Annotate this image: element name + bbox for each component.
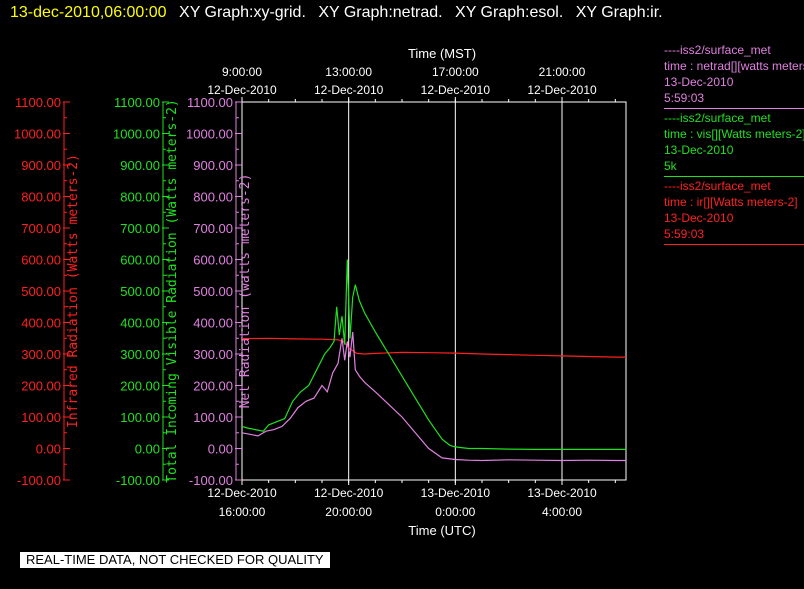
top-tick-time: 21:00:00: [539, 65, 586, 79]
netrad-tick-label: 1000.00: [186, 127, 233, 142]
visible-tick-label: 600.00: [120, 253, 160, 268]
legend-entry-ir: ----iss2/surface_met time : ir[][Watts m…: [664, 178, 804, 245]
bottom-tick-time: 0:00:00: [435, 505, 475, 519]
legend-entry-netrad: ----iss2/surface_met time : netrad[][wat…: [664, 42, 804, 109]
graph-title-ir: XY Graph:ir.: [575, 4, 663, 21]
infrared-tick-label: 300.00: [21, 347, 61, 362]
top-tick-date: 12-Dec-2010: [527, 83, 597, 97]
top-tick-time: 13:00:00: [325, 65, 372, 79]
infrared-tick-label: 200.00: [21, 379, 61, 394]
graph-title-xy-grid: XY Graph:xy-grid.: [179, 4, 306, 21]
bottom-tick-date: 12-Dec-2010: [314, 486, 384, 500]
visible-tick-label: -100.00: [116, 473, 160, 488]
visible-tick-label: 500.00: [120, 284, 160, 299]
legend-label: time : netrad[][watts meters-2]: [664, 59, 804, 73]
visible-tick-label: 1100.00: [114, 95, 160, 110]
bottom-tick-time: 20:00:00: [325, 505, 372, 519]
visible-tick-label: 100.00: [120, 410, 160, 425]
quality-note: REAL-TIME DATA, NOT CHECKED FOR QUALITY: [20, 552, 330, 568]
visible-tick-label: 800.00: [120, 190, 160, 205]
bottom-tick-date: 13-Dec-2010: [421, 486, 491, 500]
netrad-tick-label: 200.00: [193, 379, 233, 394]
infrared-tick-label: -100.00: [17, 473, 61, 488]
netrad-tick-label: 700.00: [193, 221, 233, 236]
visible-tick-label: 0.00: [135, 442, 160, 457]
infrared-tick-label: 1000.00: [14, 127, 61, 142]
legend-entry-vis: ----iss2/surface_met time : vis[][Watts …: [664, 110, 804, 177]
top-axis-title: Time (MST): [408, 46, 476, 61]
legend-source: ----iss2/surface_met: [664, 179, 771, 193]
netrad-tick-label: -100.00: [189, 473, 233, 488]
infrared-tick-label: 800.00: [21, 190, 61, 205]
visible-tick-label: 900.00: [120, 158, 160, 173]
netrad-tick-label: 800.00: [193, 190, 233, 205]
bottom-tick-time: 16:00:00: [219, 505, 266, 519]
visible-tick-label: 1000.00: [113, 127, 160, 142]
series-line-ir: [241, 337, 626, 358]
visible-axis-title: Total Incoming Visible Radiation (Watts …: [165, 99, 180, 483]
bottom-tick-date: 12-Dec-2010: [207, 486, 277, 500]
bottom-axis-title: Time (UTC): [408, 523, 475, 538]
graph-title-esol: XY Graph:esol.: [455, 4, 564, 21]
bottom-tick-date: 13-Dec-2010: [527, 486, 597, 500]
infrared-tick-label: 500.00: [21, 284, 61, 299]
infrared-tick-label: 600.00: [21, 253, 61, 268]
infrared-tick-label: 400.00: [21, 316, 61, 331]
top-tick-time: 17:00:00: [432, 65, 479, 79]
legend-source: ----iss2/surface_met: [664, 111, 771, 125]
legend: ----iss2/surface_met time : netrad[][wat…: [664, 42, 804, 246]
infrared-axis-title: Infrared Radiation (Watts meters-2): [66, 154, 81, 428]
infrared-tick-label: 100.00: [21, 410, 61, 425]
bottom-tick-time: 4:00:00: [542, 505, 582, 519]
legend-time: 5:59:03: [664, 91, 705, 105]
graph-title-netrad: XY Graph:netrad.: [318, 4, 443, 21]
legend-time: 5k: [664, 159, 677, 173]
netrad-axis-title: Net Radiation (watts meters-2): [238, 174, 253, 409]
legend-date: 13-Dec-2010: [664, 211, 734, 225]
series-line-vis: [241, 259, 626, 450]
plot-frame: [241, 101, 627, 481]
top-tick-date: 12-Dec-2010: [421, 83, 491, 97]
top-tick-time: 9:00:00: [222, 65, 262, 79]
netrad-tick-label: 1100.00: [187, 95, 233, 110]
legend-date: 13-Dec-2010: [664, 143, 734, 157]
visible-tick-label: 700.00: [120, 221, 160, 236]
legend-date: 13-Dec-2010: [664, 75, 734, 89]
netrad-tick-label: 300.00: [193, 347, 233, 362]
title-bar: 13-dec-2010,06:00:00 XY Graph:xy-grid. X…: [10, 4, 671, 22]
series-line-netrad: [241, 331, 626, 462]
datetime-label: 13-dec-2010,06:00:00: [10, 4, 167, 21]
infrared-tick-label: 0.00: [36, 442, 61, 457]
top-tick-date: 12-Dec-2010: [314, 83, 384, 97]
legend-source: ----iss2/surface_met: [664, 43, 771, 57]
netrad-tick-label: 500.00: [193, 284, 233, 299]
netrad-tick-label: 0.00: [208, 442, 233, 457]
netrad-tick-label: 600.00: [193, 253, 233, 268]
netrad-tick-label: 900.00: [193, 158, 233, 173]
legend-label: time : vis[][Watts meters-2]: [664, 127, 804, 141]
legend-time: 5:59:03: [664, 227, 705, 241]
netrad-tick-label: 400.00: [193, 316, 233, 331]
visible-tick-label: 400.00: [120, 316, 160, 331]
netrad-tick-label: 100.00: [193, 410, 233, 425]
visible-tick-label: 200.00: [120, 379, 160, 394]
legend-label: time : ir[][Watts meters-2]: [664, 195, 798, 209]
infrared-tick-label: 900.00: [21, 158, 61, 173]
infrared-tick-label: 700.00: [21, 221, 61, 236]
top-tick-date: 12-Dec-2010: [207, 83, 277, 97]
infrared-tick-label: 1100.00: [15, 95, 61, 110]
visible-tick-label: 300.00: [120, 347, 160, 362]
